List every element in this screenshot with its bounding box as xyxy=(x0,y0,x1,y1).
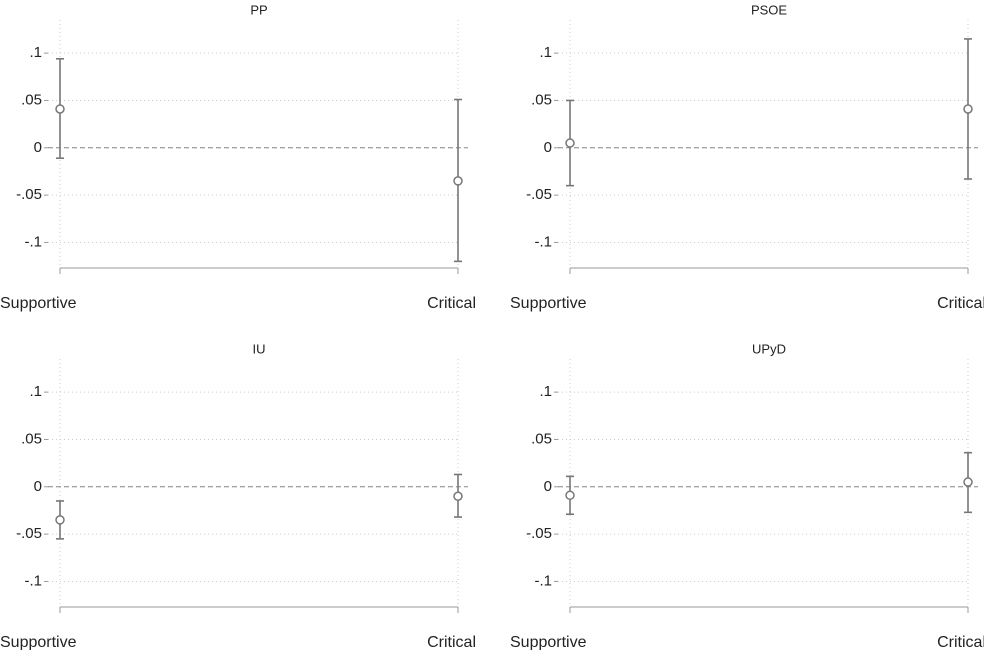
point xyxy=(453,491,463,502)
y-tick-label: 0 xyxy=(544,478,552,495)
y-tick-label: -.05 xyxy=(526,186,552,203)
x-tick-label: Supportive xyxy=(0,634,77,650)
x-tick-label: Supportive xyxy=(0,295,77,312)
point xyxy=(963,104,973,114)
panel-title: UPyD xyxy=(752,341,786,356)
x-tick-label: Critical xyxy=(427,634,476,650)
x-tick-label: Critical xyxy=(937,295,984,312)
y-tick-label: -.05 xyxy=(526,525,552,542)
y-tick-label: .1 xyxy=(539,383,552,400)
y-tick-label: .05 xyxy=(21,91,42,108)
panel-title: PP xyxy=(250,2,267,17)
point xyxy=(963,477,973,487)
x-tick-label: Supportive xyxy=(510,634,587,650)
x-tick-label: Critical xyxy=(937,634,984,650)
point xyxy=(565,138,575,148)
point xyxy=(55,515,65,525)
y-tick-label: -.1 xyxy=(534,572,552,589)
y-tick-label: -.05 xyxy=(16,186,42,203)
point xyxy=(55,104,65,114)
y-tick-label: .1 xyxy=(29,383,42,400)
y-tick-label: 0 xyxy=(34,139,42,156)
y-tick-label: 0 xyxy=(544,139,552,156)
y-tick-label: .05 xyxy=(21,430,42,447)
panel-title: IU xyxy=(253,341,266,356)
y-tick-label: .05 xyxy=(531,430,552,447)
point xyxy=(453,176,463,186)
y-tick-label: .05 xyxy=(531,91,552,108)
y-tick-label: -.05 xyxy=(16,525,42,542)
x-tick-label: Critical xyxy=(427,295,476,312)
x-tick-label: Supportive xyxy=(510,295,587,312)
y-tick-label: -.1 xyxy=(534,233,552,250)
y-tick-label: .1 xyxy=(539,44,552,61)
point xyxy=(565,490,575,501)
y-tick-label: .1 xyxy=(29,44,42,61)
y-tick-label: -.1 xyxy=(24,233,42,250)
y-tick-label: -.1 xyxy=(24,572,42,589)
panel-title: PSOE xyxy=(751,2,787,17)
y-tick-label: 0 xyxy=(34,478,42,495)
